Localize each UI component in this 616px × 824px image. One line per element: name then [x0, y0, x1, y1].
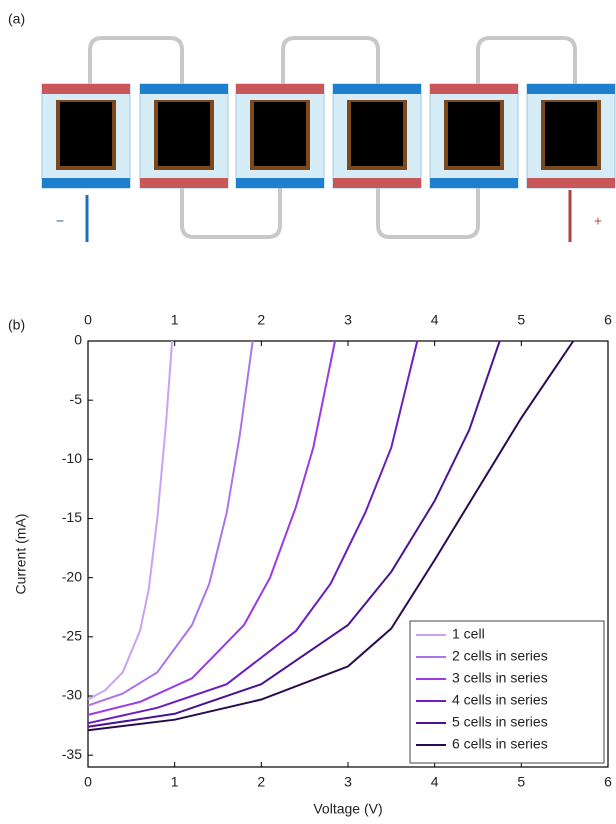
series-line [87, 340, 254, 707]
y-tick-label: -10 [62, 450, 82, 466]
x-tick-label: 2 [257, 774, 265, 790]
y-tick-label: -15 [62, 509, 82, 525]
x-tick-label: 1 [171, 774, 179, 790]
cell-bottom-electrode [42, 178, 130, 188]
cell-active [158, 102, 210, 166]
legend-label: 3 cells in series [452, 670, 548, 686]
cell-active [254, 102, 306, 166]
cell-active [545, 102, 597, 166]
series-line [87, 340, 575, 732]
x-top-tick-label: 6 [604, 312, 612, 328]
cell-bottom-electrode [236, 178, 324, 188]
legend-label: 4 cells in series [452, 692, 548, 708]
cell-top-electrode [140, 84, 228, 94]
cell-bottom-electrode [527, 178, 615, 188]
cell-bottom-electrode [430, 178, 518, 188]
cell-active [448, 102, 500, 166]
cell-top-electrode [527, 84, 615, 94]
legend-label: 6 cells in series [452, 736, 548, 752]
cell-top-electrode [236, 84, 324, 94]
cell-active [60, 102, 112, 166]
x-tick-label: 0 [84, 774, 92, 790]
x-tick-label: 5 [517, 774, 525, 790]
y-tick-label: 0 [74, 332, 82, 348]
x-axis-label: Voltage (V) [313, 801, 382, 817]
cell-active [351, 102, 403, 166]
x-top-tick-label: 3 [344, 312, 352, 328]
series-line [87, 340, 336, 716]
legend-label: 1 cell [452, 626, 485, 642]
connectors [88, 36, 577, 239]
legend-label: 2 cells in series [452, 648, 548, 664]
cell-top-electrode [42, 84, 130, 94]
x-tick-label: 6 [604, 774, 612, 790]
cell-top-electrode [333, 84, 421, 94]
series-line [87, 340, 174, 701]
x-tick-label: 4 [431, 774, 439, 790]
legend-label: 5 cells in series [452, 714, 548, 730]
cell-top-electrode [430, 84, 518, 94]
cell-diagram [41, 36, 616, 239]
y-axis-label: Current (mA) [13, 514, 29, 595]
series-line [87, 340, 419, 725]
panel-label: (b) [8, 317, 25, 333]
series-line [87, 340, 501, 728]
y-tick-label: -5 [70, 391, 83, 407]
y-tick-label: -35 [62, 746, 82, 762]
minus-sign: − [56, 213, 64, 229]
x-tick-label: 3 [344, 774, 352, 790]
plus-sign: + [594, 213, 602, 229]
x-top-tick-label: 5 [517, 312, 525, 328]
x-top-tick-label: 0 [84, 312, 92, 328]
x-top-tick-label: 4 [431, 312, 439, 328]
cell-bottom-electrode [140, 178, 228, 188]
y-tick-label: -25 [62, 628, 82, 644]
cell-bottom-electrode [333, 178, 421, 188]
x-top-tick-label: 1 [171, 312, 179, 328]
x-top-tick-label: 2 [257, 312, 265, 328]
y-tick-label: -30 [62, 687, 82, 703]
y-tick-label: -20 [62, 568, 82, 584]
panel-label: (a) [8, 11, 25, 27]
legend-box [409, 620, 605, 764]
